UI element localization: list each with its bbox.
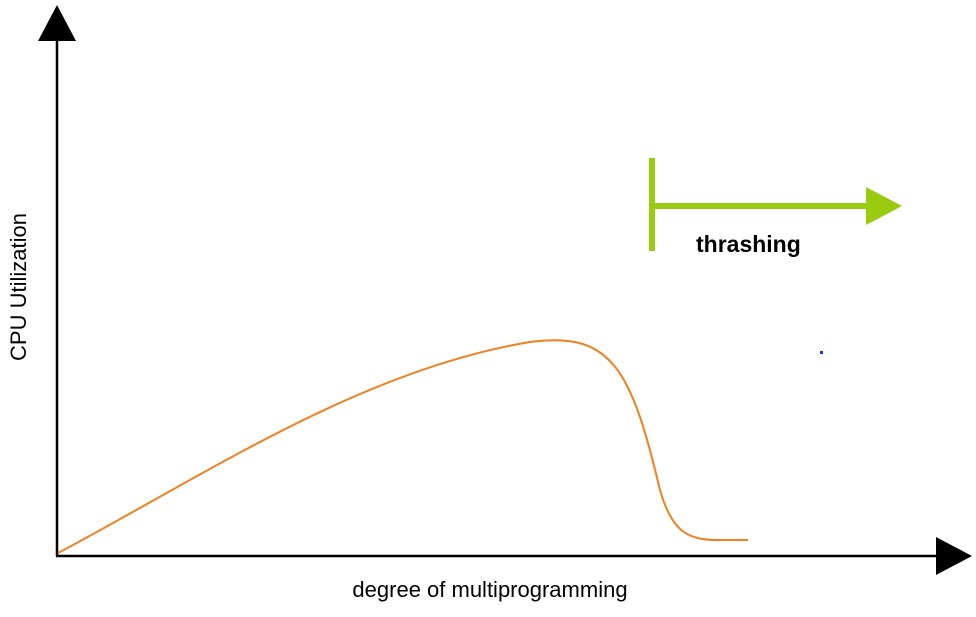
thrashing-label: thrashing bbox=[696, 231, 801, 257]
y-axis-arrowhead bbox=[38, 5, 76, 41]
y-axis-label: CPU Utilization bbox=[6, 213, 31, 361]
stray-dot bbox=[820, 351, 823, 354]
cpu-utilization-curve bbox=[57, 339, 748, 554]
thrashing-arrowhead bbox=[866, 187, 902, 225]
x-axis-arrowhead bbox=[936, 537, 972, 575]
x-axis-label: degree of multiprogramming bbox=[352, 577, 627, 602]
